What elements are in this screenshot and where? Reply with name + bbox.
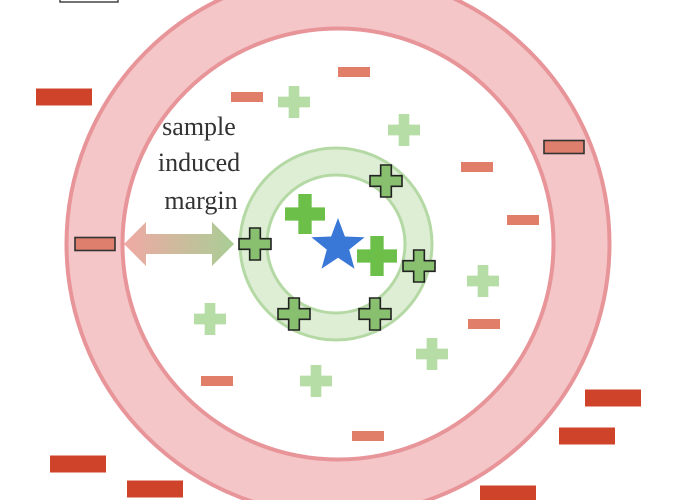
positive-sample-icon bbox=[194, 303, 226, 335]
positive-sample-icon bbox=[300, 365, 332, 397]
negative-sample-icon bbox=[201, 376, 233, 386]
negative-sample-icon bbox=[352, 431, 384, 441]
outer-ring-outer-edge bbox=[64, 0, 612, 500]
negative-sample-icon bbox=[468, 319, 500, 329]
boundary-positive-icon bbox=[402, 249, 436, 283]
negative-sample-icon bbox=[231, 92, 263, 102]
negative-sample-icon bbox=[461, 162, 493, 172]
positive-sample-icon bbox=[285, 194, 325, 234]
boundary-positive-icon bbox=[238, 227, 272, 261]
negative-sample-icon bbox=[127, 480, 183, 498]
boundary-positive-icon bbox=[277, 297, 311, 331]
negative-sample-icon bbox=[585, 389, 641, 407]
margin-arrow bbox=[124, 222, 234, 266]
margin-label-line-2: induced bbox=[158, 148, 240, 177]
negative-sample-icon bbox=[36, 88, 92, 106]
negative-sample-icon bbox=[480, 485, 536, 500]
outer-ring-inner-edge bbox=[120, 26, 556, 462]
margin-label-line-1: sample bbox=[162, 112, 236, 141]
double-headed-arrow bbox=[124, 222, 234, 266]
boundary-negative-icon bbox=[74, 236, 116, 252]
positive-sample-icon bbox=[467, 265, 499, 297]
positive-sample-icon bbox=[278, 86, 310, 118]
cropped-top-box bbox=[59, 0, 119, 3]
boundary-negative-icon bbox=[543, 139, 585, 155]
positive-sample-icon bbox=[388, 114, 420, 146]
positive-sample-icon bbox=[416, 338, 448, 370]
boundary-positive-icon bbox=[369, 164, 403, 198]
margin-label-line-3: margin bbox=[164, 186, 237, 215]
negative-sample-icon bbox=[50, 455, 106, 473]
negative-sample-icon bbox=[338, 67, 370, 77]
negative-sample-icon bbox=[559, 427, 615, 445]
boundary-positive-icon bbox=[358, 297, 392, 331]
negative-sample-icon bbox=[507, 215, 539, 225]
margin-label: sample induced margin bbox=[158, 112, 244, 215]
positive-sample-icon bbox=[357, 236, 397, 276]
anchor-star-icon bbox=[311, 218, 365, 269]
